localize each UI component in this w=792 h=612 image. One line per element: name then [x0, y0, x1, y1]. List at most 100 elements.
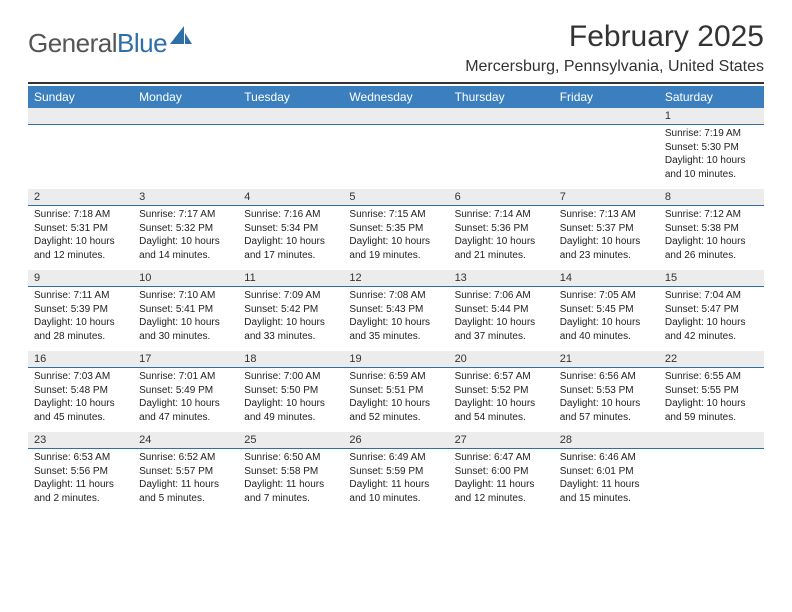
month-title: February 2025 — [465, 20, 764, 54]
day-number-cell: 7 — [554, 189, 659, 206]
day-number-cell: 14 — [554, 270, 659, 287]
header: GeneralBlue February 2025 Mercersburg, P… — [28, 20, 764, 76]
day-cell: Sunrise: 6:47 AMSunset: 6:00 PMDaylight:… — [449, 449, 554, 514]
calendar-body: 1Sunrise: 7:19 AMSunset: 5:30 PMDaylight… — [28, 108, 764, 513]
day-cell: Sunrise: 7:19 AMSunset: 5:30 PMDaylight:… — [659, 125, 764, 190]
day-cell-body: Sunrise: 7:01 AMSunset: 5:49 PMDaylight:… — [133, 368, 238, 432]
day-cell-body: Sunrise: 6:55 AMSunset: 5:55 PMDaylight:… — [659, 368, 764, 432]
day-cell-body — [238, 125, 343, 183]
day-cell: Sunrise: 7:09 AMSunset: 5:42 PMDaylight:… — [238, 287, 343, 352]
weekday-header: Sunday — [28, 86, 133, 108]
day-number-cell: 19 — [343, 351, 448, 368]
day-number-cell: 23 — [28, 432, 133, 449]
day-cell: Sunrise: 7:06 AMSunset: 5:44 PMDaylight:… — [449, 287, 554, 352]
brand-logo: GeneralBlue — [28, 26, 192, 61]
day-number-cell: 3 — [133, 189, 238, 206]
day-cell: Sunrise: 7:14 AMSunset: 5:36 PMDaylight:… — [449, 206, 554, 271]
calendar-table: Sunday Monday Tuesday Wednesday Thursday… — [28, 86, 764, 513]
day-cell-body: Sunrise: 7:17 AMSunset: 5:32 PMDaylight:… — [133, 206, 238, 270]
day-cell-body: Sunrise: 7:09 AMSunset: 5:42 PMDaylight:… — [238, 287, 343, 351]
calendar-page: GeneralBlue February 2025 Mercersburg, P… — [0, 0, 792, 523]
day-cell-body — [659, 449, 764, 507]
day-number-cell: 13 — [449, 270, 554, 287]
day-number-row: 1 — [28, 108, 764, 125]
brand-word2: Blue — [117, 28, 167, 58]
day-cell: Sunrise: 7:15 AMSunset: 5:35 PMDaylight:… — [343, 206, 448, 271]
day-number-cell: 6 — [449, 189, 554, 206]
day-number-cell: 25 — [238, 432, 343, 449]
day-cell — [554, 125, 659, 190]
weekday-header: Saturday — [659, 86, 764, 108]
day-number-cell: 11 — [238, 270, 343, 287]
day-number-cell — [343, 108, 448, 125]
weekday-header: Tuesday — [238, 86, 343, 108]
day-number-cell: 21 — [554, 351, 659, 368]
day-number-row: 9101112131415 — [28, 270, 764, 287]
title-block: February 2025 Mercersburg, Pennsylvania,… — [465, 20, 764, 76]
day-number-cell — [133, 108, 238, 125]
day-cell: Sunrise: 7:08 AMSunset: 5:43 PMDaylight:… — [343, 287, 448, 352]
day-cell: Sunrise: 7:10 AMSunset: 5:41 PMDaylight:… — [133, 287, 238, 352]
week-row: Sunrise: 6:53 AMSunset: 5:56 PMDaylight:… — [28, 449, 764, 514]
day-cell-body: Sunrise: 7:04 AMSunset: 5:47 PMDaylight:… — [659, 287, 764, 351]
day-cell-body: Sunrise: 7:18 AMSunset: 5:31 PMDaylight:… — [28, 206, 133, 270]
day-cell-body — [449, 125, 554, 183]
day-number-cell: 28 — [554, 432, 659, 449]
weekday-header-row: Sunday Monday Tuesday Wednesday Thursday… — [28, 86, 764, 108]
day-cell-body: Sunrise: 7:14 AMSunset: 5:36 PMDaylight:… — [449, 206, 554, 270]
day-cell-body: Sunrise: 6:53 AMSunset: 5:56 PMDaylight:… — [28, 449, 133, 513]
day-cell: Sunrise: 6:57 AMSunset: 5:52 PMDaylight:… — [449, 368, 554, 433]
day-cell: Sunrise: 7:11 AMSunset: 5:39 PMDaylight:… — [28, 287, 133, 352]
day-number-cell: 17 — [133, 351, 238, 368]
day-cell-body: Sunrise: 7:05 AMSunset: 5:45 PMDaylight:… — [554, 287, 659, 351]
day-cell-body: Sunrise: 7:10 AMSunset: 5:41 PMDaylight:… — [133, 287, 238, 351]
day-number-cell — [238, 108, 343, 125]
day-cell — [238, 125, 343, 190]
week-row: Sunrise: 7:11 AMSunset: 5:39 PMDaylight:… — [28, 287, 764, 352]
week-row: Sunrise: 7:03 AMSunset: 5:48 PMDaylight:… — [28, 368, 764, 433]
week-row: Sunrise: 7:19 AMSunset: 5:30 PMDaylight:… — [28, 125, 764, 190]
day-cell: Sunrise: 7:04 AMSunset: 5:47 PMDaylight:… — [659, 287, 764, 352]
day-number-cell: 5 — [343, 189, 448, 206]
day-cell: Sunrise: 7:12 AMSunset: 5:38 PMDaylight:… — [659, 206, 764, 271]
sail-icon — [170, 26, 192, 51]
day-cell-body: Sunrise: 7:00 AMSunset: 5:50 PMDaylight:… — [238, 368, 343, 432]
day-cell: Sunrise: 7:16 AMSunset: 5:34 PMDaylight:… — [238, 206, 343, 271]
day-cell-body: Sunrise: 7:12 AMSunset: 5:38 PMDaylight:… — [659, 206, 764, 270]
day-cell: Sunrise: 6:46 AMSunset: 6:01 PMDaylight:… — [554, 449, 659, 514]
day-cell — [449, 125, 554, 190]
day-cell: Sunrise: 7:05 AMSunset: 5:45 PMDaylight:… — [554, 287, 659, 352]
day-cell-body: Sunrise: 7:16 AMSunset: 5:34 PMDaylight:… — [238, 206, 343, 270]
day-cell-body: Sunrise: 6:46 AMSunset: 6:01 PMDaylight:… — [554, 449, 659, 513]
day-cell: Sunrise: 6:49 AMSunset: 5:59 PMDaylight:… — [343, 449, 448, 514]
divider — [28, 82, 764, 84]
day-number-cell: 8 — [659, 189, 764, 206]
day-cell — [133, 125, 238, 190]
day-cell: Sunrise: 6:55 AMSunset: 5:55 PMDaylight:… — [659, 368, 764, 433]
day-number-row: 2345678 — [28, 189, 764, 206]
day-number-cell: 26 — [343, 432, 448, 449]
day-number-row: 16171819202122 — [28, 351, 764, 368]
day-cell-body: Sunrise: 6:57 AMSunset: 5:52 PMDaylight:… — [449, 368, 554, 432]
weekday-header: Friday — [554, 86, 659, 108]
day-number-cell: 2 — [28, 189, 133, 206]
day-cell-body: Sunrise: 6:56 AMSunset: 5:53 PMDaylight:… — [554, 368, 659, 432]
day-cell — [659, 449, 764, 514]
day-number-cell: 15 — [659, 270, 764, 287]
day-cell-body: Sunrise: 6:47 AMSunset: 6:00 PMDaylight:… — [449, 449, 554, 513]
day-number-cell: 16 — [28, 351, 133, 368]
day-number-cell: 22 — [659, 351, 764, 368]
day-number-row: 232425262728 — [28, 432, 764, 449]
day-number-cell — [554, 108, 659, 125]
day-cell-body: Sunrise: 7:19 AMSunset: 5:30 PMDaylight:… — [659, 125, 764, 189]
day-cell: Sunrise: 7:03 AMSunset: 5:48 PMDaylight:… — [28, 368, 133, 433]
day-cell — [343, 125, 448, 190]
day-number-cell — [449, 108, 554, 125]
day-cell-body — [133, 125, 238, 183]
day-cell-body: Sunrise: 7:06 AMSunset: 5:44 PMDaylight:… — [449, 287, 554, 351]
weekday-header: Monday — [133, 86, 238, 108]
day-cell: Sunrise: 6:53 AMSunset: 5:56 PMDaylight:… — [28, 449, 133, 514]
weekday-header: Thursday — [449, 86, 554, 108]
location-text: Mercersburg, Pennsylvania, United States — [465, 58, 764, 76]
day-cell: Sunrise: 7:17 AMSunset: 5:32 PMDaylight:… — [133, 206, 238, 271]
